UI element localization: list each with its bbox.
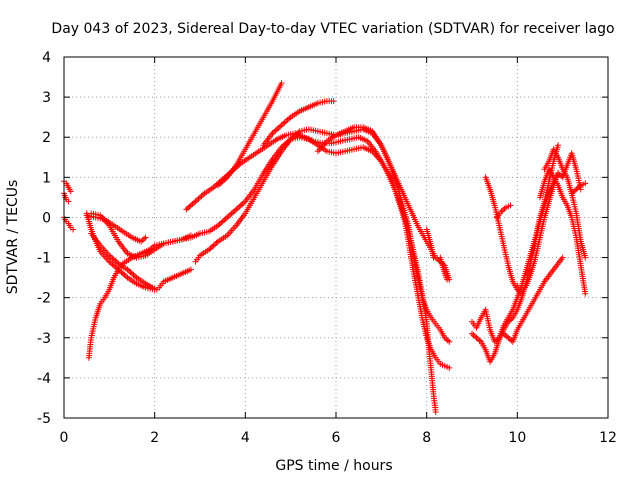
data-point-marker — [473, 334, 480, 341]
x-tick-label: 12 — [599, 430, 617, 446]
data-point-marker — [444, 337, 451, 344]
data-point-marker — [470, 332, 477, 339]
data-point-marker — [506, 317, 513, 324]
data-point-marker — [274, 126, 281, 133]
y-tick-label: 2 — [42, 130, 51, 146]
data-point-marker — [330, 98, 337, 105]
data-point-marker — [70, 226, 77, 233]
data-point-marker — [184, 205, 191, 212]
chart-title: Day 043 of 2023, Sidereal Day-to-day VTE… — [51, 21, 614, 37]
data-point-marker — [430, 254, 437, 261]
x-tick-label: 2 — [150, 430, 159, 446]
data-point-marker — [582, 290, 589, 297]
y-tick-label: -2 — [37, 291, 51, 307]
x-tick-label: 4 — [241, 430, 250, 446]
data-point-marker — [221, 217, 228, 224]
data-point-marker — [187, 202, 194, 209]
x-axis-title: GPS time / hours — [275, 458, 392, 474]
data-point-marker — [505, 334, 512, 341]
data-point-marker — [187, 266, 194, 273]
x-tick-label: 10 — [508, 430, 526, 446]
data-point-marker — [225, 213, 232, 220]
y-tick-label: -5 — [37, 411, 51, 427]
data-point-marker — [234, 205, 241, 212]
data-point-marker — [233, 206, 240, 213]
data-point-marker — [222, 215, 229, 222]
data-point-marker — [555, 142, 562, 149]
data-point-marker — [582, 180, 589, 187]
data-point-marker — [67, 188, 74, 195]
data-point-marker — [183, 206, 190, 213]
data-point-marker — [582, 254, 589, 261]
data-point-marker — [129, 270, 135, 277]
data-point-marker — [212, 241, 219, 248]
data-point-marker — [65, 198, 72, 205]
data-point-marker — [444, 276, 451, 283]
y-tick-label: -3 — [37, 331, 51, 347]
y-tick-label: 0 — [42, 210, 51, 226]
grid — [64, 57, 608, 418]
data-point-marker — [278, 122, 285, 129]
y-tick-label: 3 — [42, 90, 51, 106]
data-point-marker — [142, 234, 149, 241]
data-point-marker — [283, 118, 290, 125]
y-tick-label: -4 — [37, 371, 51, 387]
data-point-marker — [446, 364, 453, 371]
data-point-marker — [192, 198, 199, 205]
data-point-marker — [289, 134, 296, 141]
data-points — [61, 80, 589, 415]
data-point-marker — [210, 242, 217, 249]
x-tick-label: 8 — [422, 430, 431, 446]
data-point-marker — [218, 219, 225, 226]
y-tick-label: 4 — [42, 50, 51, 66]
y-tick-label: -1 — [37, 251, 51, 267]
data-point-marker — [237, 202, 244, 209]
data-point-marker — [278, 80, 285, 87]
data-point-marker — [240, 199, 247, 206]
data-point-marker — [432, 409, 439, 415]
data-point-marker — [559, 254, 566, 261]
data-point-marker — [506, 336, 513, 343]
data-point-marker — [446, 338, 453, 345]
x-tick-label: 6 — [332, 430, 341, 446]
data-point-marker — [187, 232, 194, 239]
data-point-marker — [500, 207, 506, 214]
data-point-marker — [197, 194, 203, 201]
data-point-marker — [139, 237, 146, 244]
data-point-marker — [119, 270, 126, 277]
y-tick-label: 1 — [42, 170, 51, 186]
data-point-marker — [507, 202, 514, 209]
y-axis-title: SDTVAR / TECUs — [5, 180, 21, 295]
x-tick-label: 0 — [60, 430, 69, 446]
data-point-marker — [281, 119, 288, 126]
